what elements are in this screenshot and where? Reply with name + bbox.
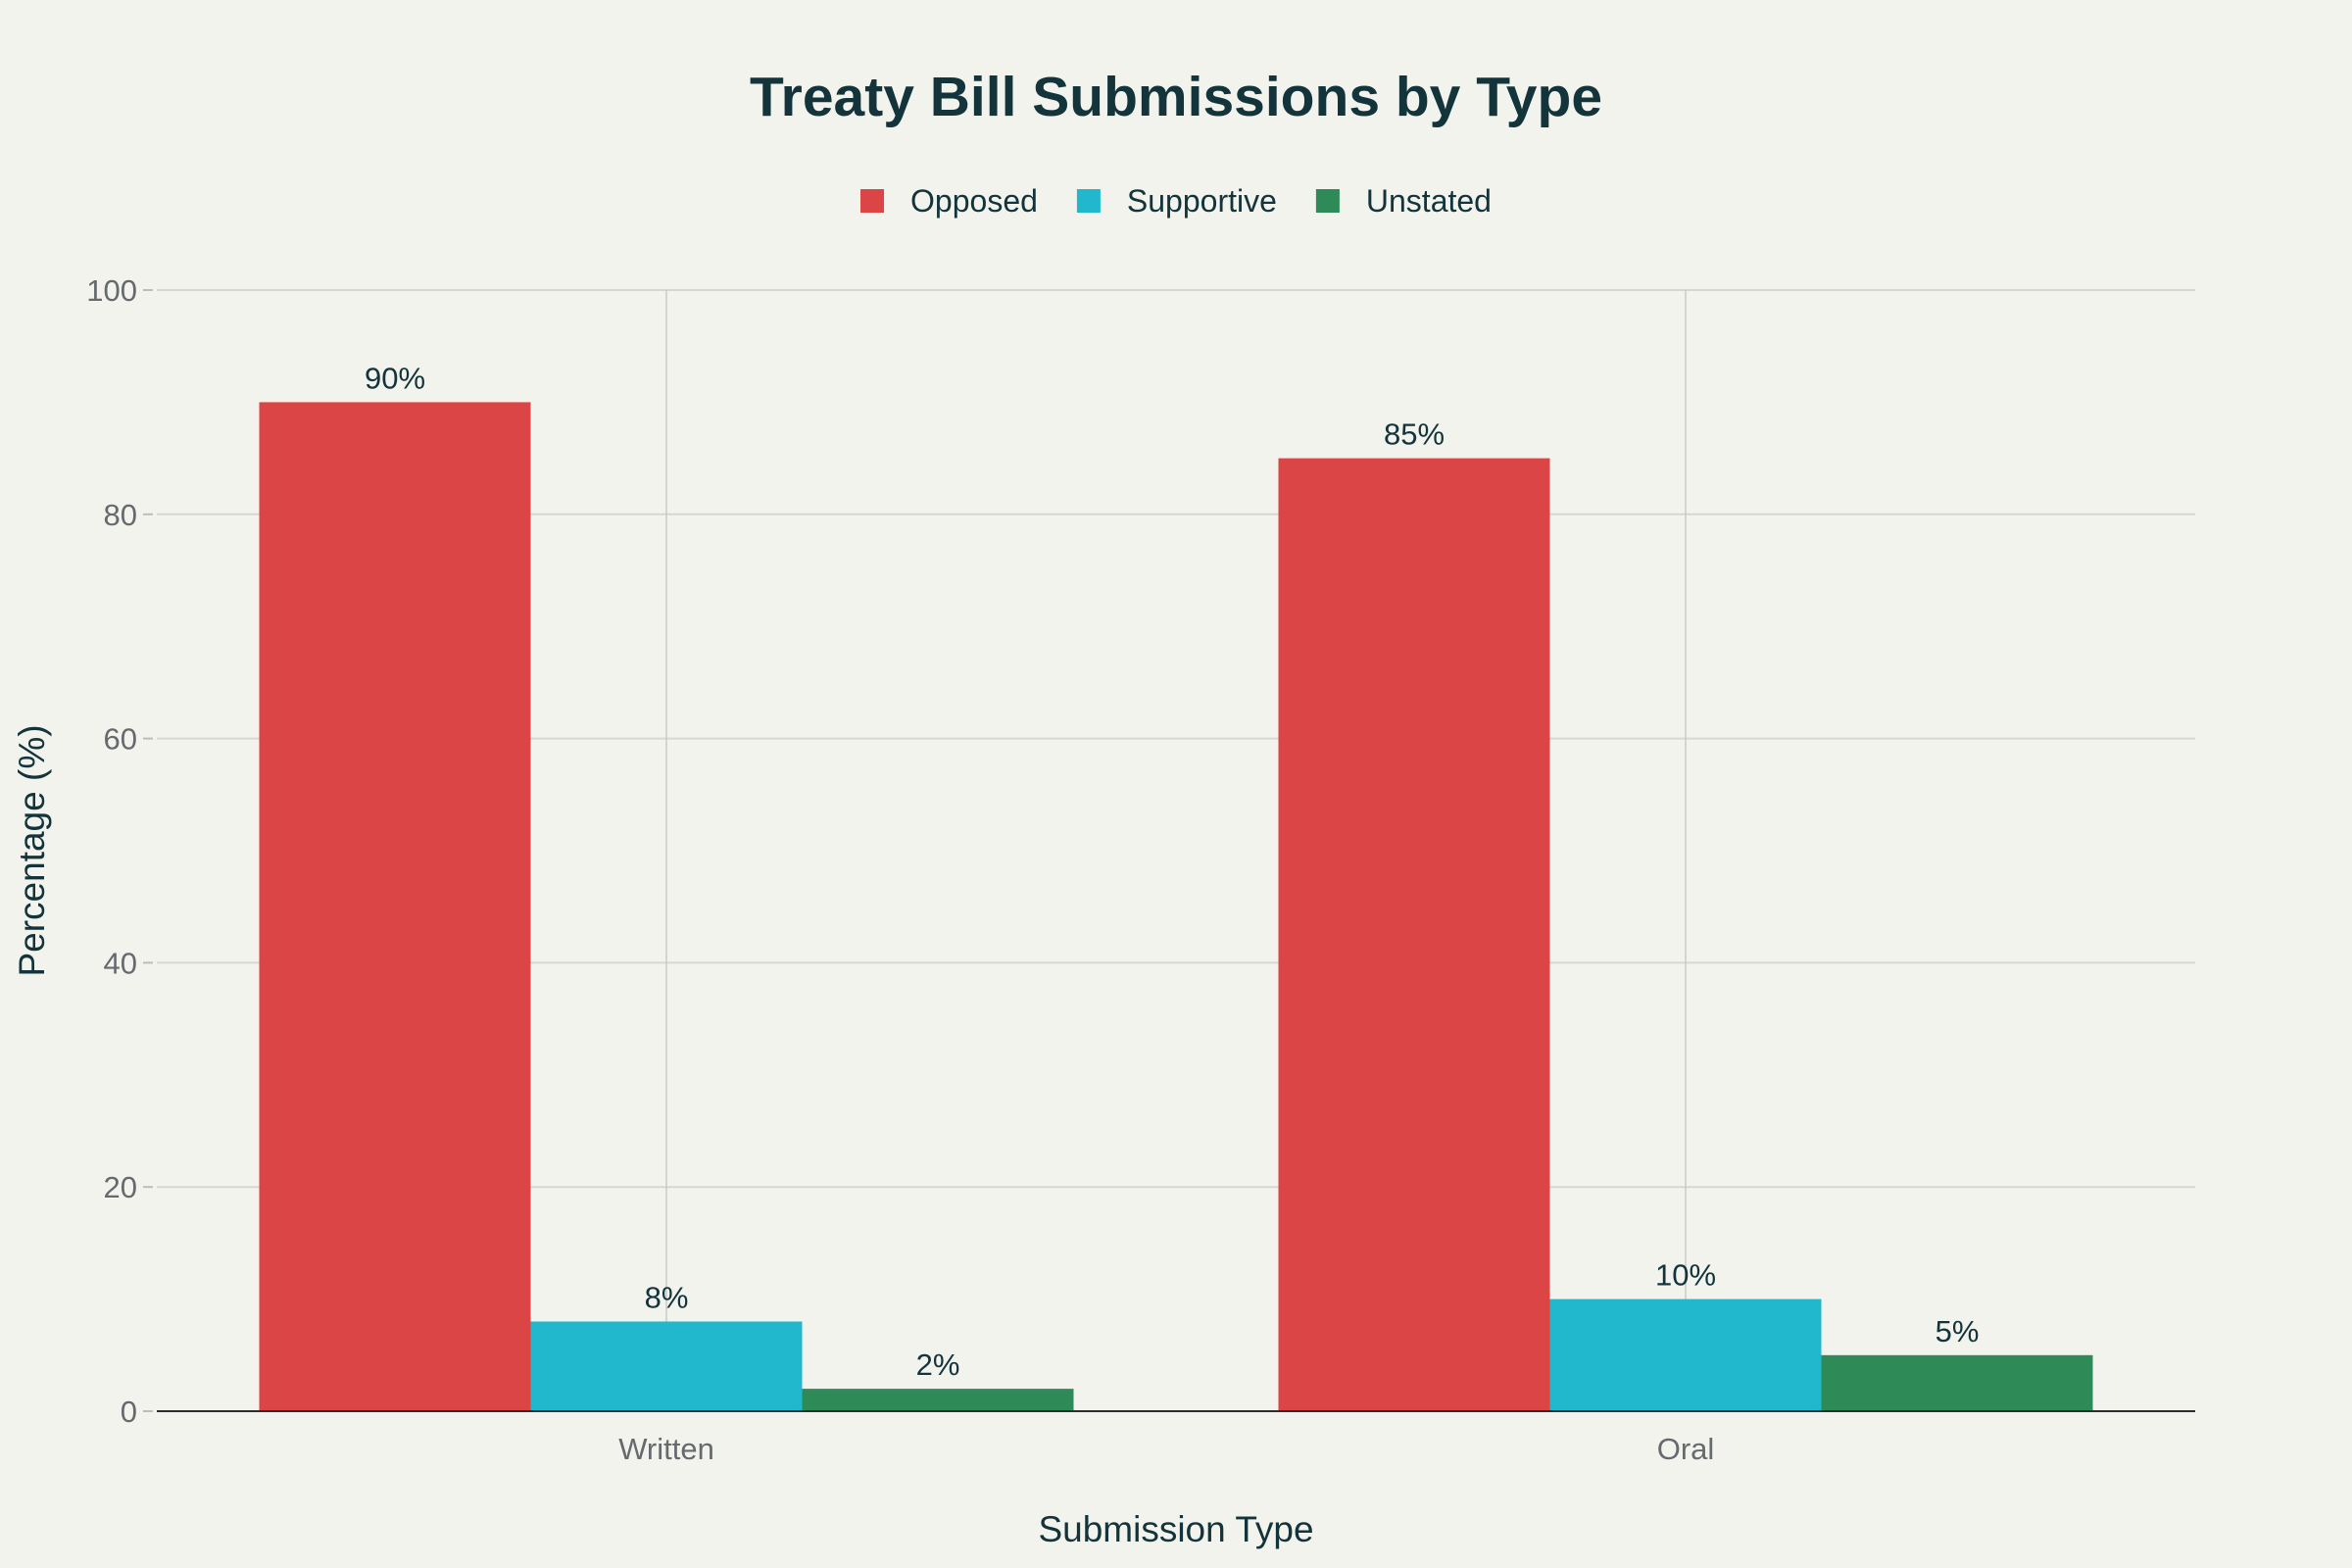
bar-supportive-written (530, 1321, 803, 1411)
x-axis-title: Submission Type (1038, 1509, 1313, 1549)
y-axis-title: Percentage (%) (12, 724, 52, 976)
x-tick-label: Written (618, 1432, 714, 1466)
y-tick-label: 80 (104, 498, 137, 532)
legend-label: Supportive (1127, 183, 1277, 219)
bar-opposed-written (259, 402, 531, 1411)
bar-unstated-written (802, 1389, 1074, 1411)
legend-swatch-opposed (860, 189, 885, 213)
chart-title: Treaty Bill Submissions by Type (750, 66, 1602, 128)
bar-label: 10% (1655, 1258, 1716, 1293)
y-tick-label: 0 (121, 1395, 137, 1429)
bar-label: 90% (365, 361, 425, 395)
y-tick-label: 40 (104, 946, 137, 980)
legend: Opposed Supportive Unstated (860, 183, 1492, 219)
bar-label: 8% (645, 1280, 689, 1314)
bar-labels: 90% 8% 2% 85% 10% 5% (365, 361, 1979, 1382)
bar-opposed-oral (1278, 458, 1550, 1412)
bars (259, 402, 2093, 1412)
legend-swatch-unstated (1315, 189, 1340, 213)
x-tick-label: Oral (1657, 1432, 1715, 1466)
legend-label: Opposed (910, 183, 1038, 219)
legend-swatch-supportive (1076, 189, 1101, 213)
bar-label: 85% (1384, 417, 1445, 452)
y-tick-label: 20 (104, 1170, 137, 1204)
y-tick-label: 60 (104, 722, 137, 757)
y-axis: 0 20 40 60 80 100 (86, 273, 153, 1429)
bar-label: 5% (1936, 1314, 1980, 1348)
x-axis: Written Oral (157, 1410, 2195, 1466)
legend-label: Unstated (1366, 183, 1492, 219)
bar-label: 2% (916, 1348, 960, 1382)
bar-supportive-oral (1549, 1298, 1822, 1411)
y-tick-label: 100 (86, 273, 137, 308)
bar-unstated-oral (1821, 1354, 2093, 1411)
